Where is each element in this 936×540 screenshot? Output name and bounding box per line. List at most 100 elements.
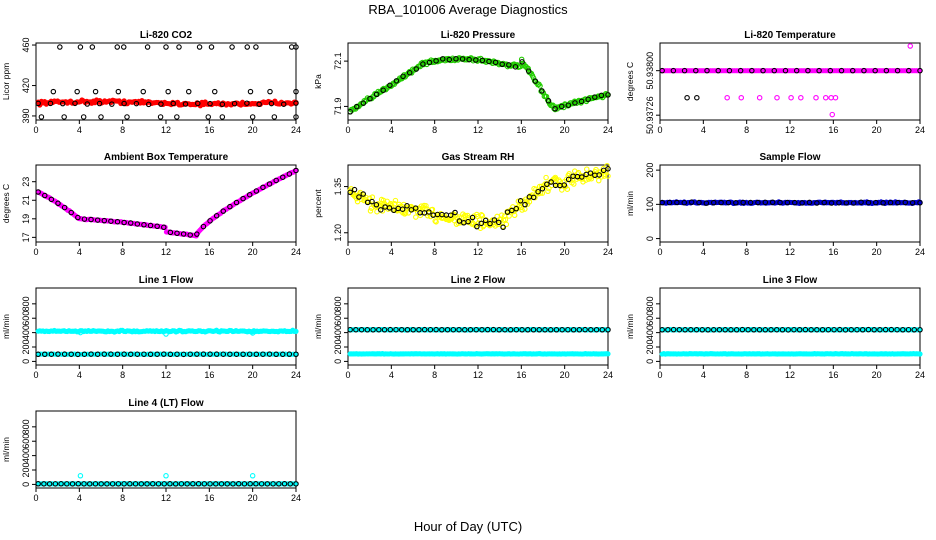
data-point bbox=[479, 326, 485, 333]
plot-frame bbox=[35, 410, 297, 489]
data-point bbox=[75, 481, 82, 487]
y-axis-label: ml/min bbox=[625, 314, 635, 339]
data-point bbox=[190, 481, 196, 487]
data-point bbox=[486, 58, 492, 65]
series-all bbox=[347, 162, 611, 231]
series-lower bbox=[35, 351, 299, 358]
data-point bbox=[77, 329, 84, 336]
data-point bbox=[530, 194, 537, 201]
data-point bbox=[519, 59, 525, 65]
data-point bbox=[200, 351, 207, 357]
data-point bbox=[55, 200, 61, 207]
data-point bbox=[92, 481, 99, 487]
y-tick-label: 0 bbox=[333, 359, 343, 364]
data-point bbox=[423, 203, 429, 209]
x-tick-label: 16 bbox=[516, 370, 526, 380]
y-tick-label: 0 bbox=[21, 482, 31, 487]
data-point bbox=[829, 111, 835, 118]
data-point bbox=[347, 109, 353, 115]
data-point bbox=[572, 100, 578, 106]
x-tick-label: 20 bbox=[248, 247, 258, 257]
x-tick-label: 24 bbox=[291, 493, 301, 503]
data-point bbox=[401, 201, 407, 208]
data-point bbox=[900, 327, 906, 333]
x-tick-label: 4 bbox=[77, 493, 82, 503]
data-point bbox=[588, 326, 594, 333]
data-point bbox=[413, 214, 419, 220]
y-tick-label: 50.93800 bbox=[645, 52, 655, 90]
data-point bbox=[894, 67, 901, 74]
data-point bbox=[693, 326, 700, 333]
data-point bbox=[814, 326, 820, 333]
data-point bbox=[233, 199, 240, 206]
series-mid-outliers bbox=[50, 88, 299, 95]
data-point bbox=[249, 114, 256, 120]
series-avg bbox=[659, 199, 923, 206]
data-point bbox=[459, 56, 466, 62]
data-point bbox=[174, 230, 180, 237]
y-tick-label: 0 bbox=[645, 359, 655, 364]
data-point bbox=[546, 185, 552, 192]
y-tick-label: 400 bbox=[333, 325, 343, 340]
series-avg bbox=[35, 167, 299, 238]
x-tick-label: 12 bbox=[161, 125, 171, 135]
y-tick-label: 600 bbox=[333, 311, 343, 326]
data-point bbox=[360, 191, 367, 197]
y-tick-label: 71.9 bbox=[333, 98, 343, 116]
data-point bbox=[796, 327, 803, 333]
data-point bbox=[287, 481, 294, 487]
y-tick-label: 420 bbox=[21, 78, 31, 93]
data-point bbox=[378, 207, 384, 213]
data-point bbox=[167, 229, 174, 236]
data-point bbox=[456, 326, 462, 333]
data-point bbox=[755, 199, 761, 206]
data-point bbox=[354, 103, 360, 110]
x-tick-label: 16 bbox=[516, 247, 526, 257]
data-point bbox=[46, 481, 53, 487]
data-point bbox=[704, 67, 710, 74]
data-point bbox=[592, 94, 598, 100]
data-point bbox=[86, 481, 93, 487]
data-point bbox=[681, 199, 688, 206]
x-tick-label: 0 bbox=[657, 247, 662, 257]
data-point bbox=[858, 199, 864, 205]
data-point bbox=[220, 208, 227, 214]
data-point bbox=[286, 171, 293, 177]
x-tick-label: 0 bbox=[345, 247, 350, 257]
data-point bbox=[369, 198, 375, 205]
x-tick-label: 24 bbox=[603, 247, 613, 257]
x-tick-label: 8 bbox=[120, 247, 125, 257]
data-point bbox=[213, 351, 220, 357]
series-avg bbox=[659, 326, 923, 333]
data-point bbox=[842, 327, 849, 333]
plot-frame bbox=[347, 42, 609, 121]
data-point bbox=[358, 326, 365, 333]
data-point bbox=[605, 327, 611, 333]
y-tick-label: 200 bbox=[333, 339, 343, 354]
data-point bbox=[479, 212, 486, 219]
data-point bbox=[506, 62, 512, 68]
data-point bbox=[715, 67, 721, 74]
data-point bbox=[260, 351, 266, 357]
data-point bbox=[77, 44, 84, 50]
data-point bbox=[88, 351, 94, 357]
data-point bbox=[360, 100, 367, 106]
x-tick-label: 8 bbox=[120, 125, 125, 135]
data-point bbox=[887, 199, 894, 206]
data-point bbox=[158, 101, 164, 107]
data-point bbox=[756, 327, 763, 333]
data-point bbox=[264, 481, 271, 487]
data-point bbox=[583, 177, 589, 183]
data-point bbox=[544, 181, 550, 187]
data-point bbox=[163, 331, 169, 337]
data-point bbox=[792, 199, 798, 206]
data-point bbox=[473, 326, 479, 333]
data-point bbox=[888, 326, 895, 333]
data-point bbox=[883, 67, 890, 74]
data-point bbox=[511, 212, 518, 219]
data-point bbox=[543, 93, 550, 100]
data-point bbox=[733, 327, 740, 333]
data-point bbox=[599, 326, 606, 333]
data-point bbox=[605, 173, 611, 179]
